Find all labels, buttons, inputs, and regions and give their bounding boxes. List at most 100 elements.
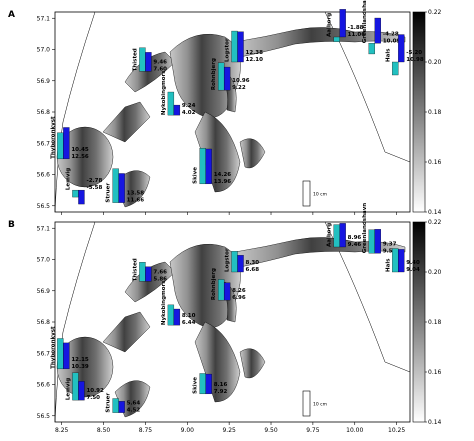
station-bar <box>112 398 119 413</box>
station-value: 8.10 <box>182 313 196 319</box>
station-value: 12.56 <box>71 154 89 160</box>
station-name: Logstor <box>225 38 231 62</box>
station-bar <box>231 251 238 273</box>
station-name: Hals <box>385 48 391 62</box>
station-bar <box>145 266 152 282</box>
station-value: 13.58 <box>127 191 145 197</box>
station-value: 5.86 <box>153 276 167 282</box>
station-value: 6.96 <box>232 295 246 301</box>
station-name: Thisted <box>132 258 138 281</box>
station-value: 14.26 <box>214 172 232 178</box>
station-value: 9.22 <box>232 85 246 91</box>
station-value: 10.45 <box>71 147 89 153</box>
station-value: 4.52 <box>127 408 141 414</box>
station-value: 11.66 <box>127 198 145 204</box>
y-tick-label: 56.9 <box>37 78 51 85</box>
station-bar <box>199 373 206 395</box>
y-tick-label: 57.1 <box>37 15 51 22</box>
station-name: Greenlandshavn <box>362 0 368 43</box>
station-name: Rohnbjerg <box>211 268 217 300</box>
station-bar <box>217 62 225 91</box>
station-value: 12.10 <box>246 57 264 63</box>
station-name: Struer <box>106 393 112 413</box>
x-tick-label: 9.75 <box>306 427 320 434</box>
station-name: Nykobingmors <box>161 70 167 115</box>
station-value: -1.88 <box>348 25 364 31</box>
panel-label: B <box>8 220 15 230</box>
station-bar <box>398 249 405 273</box>
station-bar <box>112 168 119 203</box>
station-bar <box>78 381 85 401</box>
station-bar <box>223 282 231 301</box>
station-value: 9.59 <box>383 248 397 254</box>
station-bar <box>398 34 405 63</box>
colorbar-tick-label: 0.20 <box>428 59 442 66</box>
station-name: Logstor <box>225 248 231 272</box>
station-name: Greenlandshavn <box>362 203 368 254</box>
x-tick-label: 8.50 <box>97 427 111 434</box>
station-value: 4.02 <box>182 110 196 116</box>
scale-bar <box>302 390 311 417</box>
station-bar <box>333 224 340 248</box>
colorbar-tick-label: 0.18 <box>428 319 442 326</box>
station-bar <box>205 148 212 185</box>
station-bar <box>72 189 79 198</box>
panels: A 56.5 56.6 56.7 56.8 56.9 57.0 57.1 0.14 0.16 0.1… <box>8 0 442 434</box>
colorbar-tick-label: 0.22 <box>428 219 442 226</box>
station-value: 9.37 <box>383 241 397 247</box>
station-value: 9.40 <box>406 260 420 266</box>
station-bar <box>217 279 225 301</box>
station-bar <box>223 66 231 91</box>
station-name: Thyboronkyst <box>50 326 56 369</box>
station-value: 13.96 <box>214 179 232 185</box>
station-name: Skive <box>193 167 199 184</box>
station-value: 11.06 <box>348 32 366 38</box>
station-value: 8.16 <box>214 382 228 388</box>
y-tick-label: 56.6 <box>37 382 51 389</box>
scale-bar-label: 10 cm <box>313 402 327 408</box>
station-bar <box>205 373 212 395</box>
station-value: 7.92 <box>214 389 228 395</box>
station-value: 10.09 <box>383 38 401 44</box>
station-bar <box>57 338 64 370</box>
station-bar <box>78 189 85 205</box>
station-bar <box>392 248 399 273</box>
station-bar <box>167 91 175 116</box>
station-bar <box>339 9 346 38</box>
station-bar <box>139 262 146 282</box>
x-tick-label: 9.25 <box>222 427 236 434</box>
y-tick-label: 57.0 <box>37 47 51 54</box>
colorbar-tick-label: 0.20 <box>428 269 442 276</box>
colorbar-tick-label: 0.22 <box>428 9 442 16</box>
x-tick-label: 8.25 <box>55 427 69 434</box>
station-bar <box>339 223 346 248</box>
y-tick-label: 56.5 <box>37 203 51 210</box>
station-name: Skive <box>193 377 199 394</box>
station-value: 6.68 <box>246 267 260 273</box>
station-value: 10.92 <box>86 388 104 394</box>
station-name: Thisted <box>132 48 138 71</box>
x-tick-label: 10.00 <box>346 427 363 434</box>
station-name: Struer <box>106 183 112 203</box>
station-bar <box>139 47 146 72</box>
x-tick-label: 8.75 <box>139 427 153 434</box>
colorbar <box>412 11 426 213</box>
station-value: 9.46 <box>348 242 362 248</box>
station-bar <box>374 17 381 44</box>
panel-label: A <box>8 10 15 20</box>
station-bar <box>374 229 381 254</box>
station-value: 8.96 <box>348 235 362 241</box>
station-value: -5.20 <box>406 50 422 56</box>
station-bar <box>63 127 70 160</box>
station-value: 12.15 <box>71 357 89 363</box>
station-name: Hals <box>385 258 391 272</box>
station-bar <box>199 148 206 185</box>
station-value: 7.50 <box>86 395 100 401</box>
station-bar <box>57 132 64 160</box>
station-bar <box>173 104 181 116</box>
station-value: 12.38 <box>246 50 264 56</box>
x-tick-label: 9.00 <box>181 427 195 434</box>
station-value: 8.26 <box>232 288 246 294</box>
station-value: 7.66 <box>153 269 167 275</box>
